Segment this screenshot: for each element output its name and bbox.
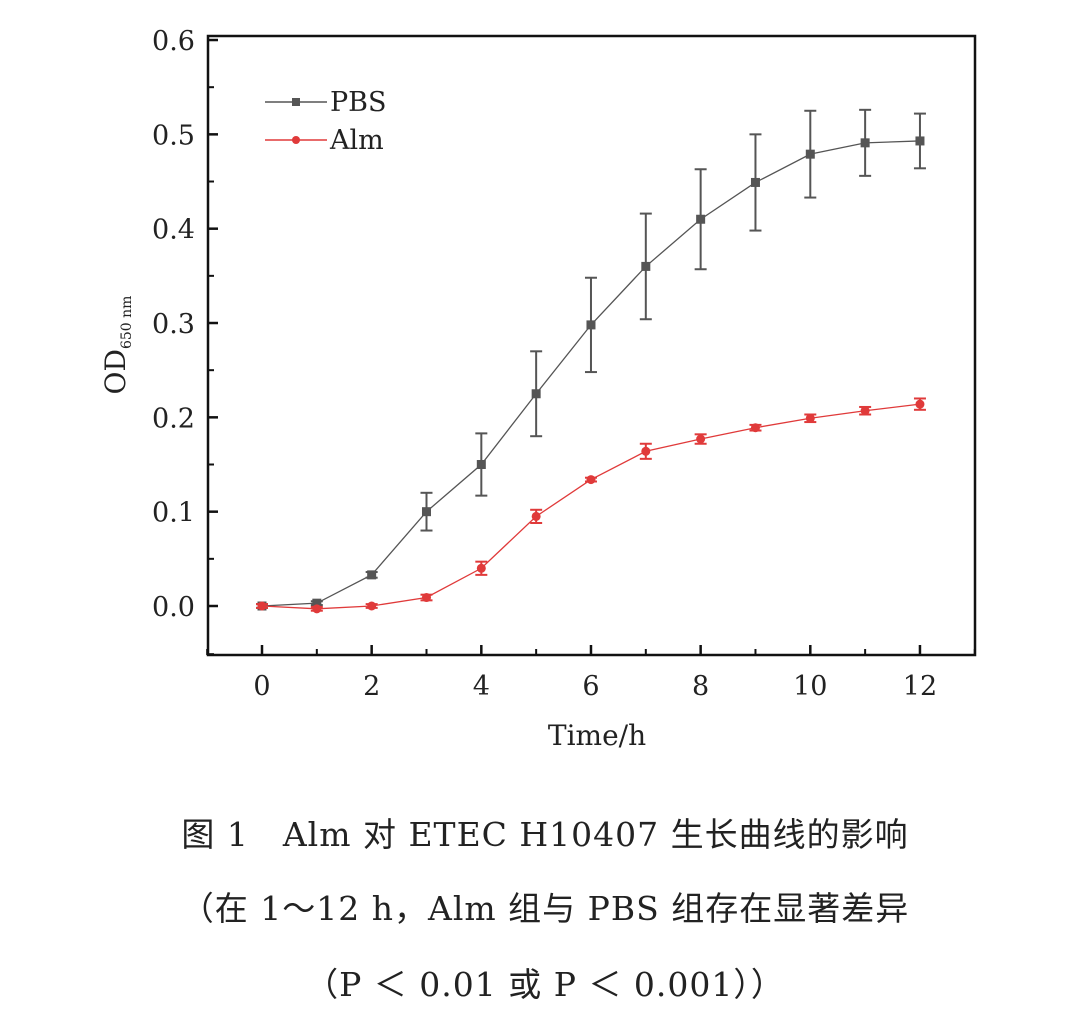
x-tick-label: 8 xyxy=(692,671,709,702)
y-tick-label: 0.2 xyxy=(152,403,195,434)
data-point xyxy=(476,563,486,573)
data-point xyxy=(696,214,706,224)
data-point xyxy=(421,593,431,603)
y-tick-label: 0.0 xyxy=(152,592,195,623)
data-point xyxy=(641,261,651,271)
legend-label: Alm xyxy=(329,125,384,156)
data-point xyxy=(915,136,925,146)
data-point xyxy=(476,460,486,470)
y-tick-label: 0.4 xyxy=(152,215,195,246)
data-point xyxy=(805,413,815,423)
data-point xyxy=(312,598,322,608)
y-axis-label-sub: 650 nm xyxy=(119,296,135,349)
figure-caption-note: （在 1～12 h，Alm 组与 PBS 组存在显著差异 xyxy=(180,889,910,928)
data-point xyxy=(367,570,377,580)
x-tick-label: 2 xyxy=(363,671,380,702)
data-point xyxy=(805,149,815,159)
y-axis-label: OD650 nm xyxy=(99,296,135,395)
growth-curve-chart: 0.0 0.1 0.2 0.3 0.4 0.5 0.6 0 2 4 6 8 10 12 PBS Alm Ti… xyxy=(99,26,977,752)
data-point xyxy=(367,601,377,611)
y-axis-label-main: OD xyxy=(99,349,132,394)
y-tick-label: 0.5 xyxy=(152,120,195,151)
data-point xyxy=(257,601,267,611)
x-axis-label: Time/h xyxy=(548,719,646,752)
x-tick-label: 0 xyxy=(253,671,270,702)
figure-caption-significance: （P ＜ 0.01 或 P ＜ 0.001）） xyxy=(305,965,785,1004)
data-point xyxy=(641,446,651,456)
svg-text:OD650 nm: OD650 nm xyxy=(99,296,135,395)
series-alm xyxy=(256,397,926,614)
data-point xyxy=(696,434,706,444)
y-tick-label: 0.1 xyxy=(152,498,195,529)
legend-marker xyxy=(292,98,300,106)
x-tick-label: 6 xyxy=(582,671,599,702)
data-point xyxy=(421,507,431,517)
data-point xyxy=(860,406,870,416)
data-point xyxy=(531,389,541,399)
data-point xyxy=(915,399,925,409)
data-point xyxy=(586,320,596,330)
y-tick-label: 0.3 xyxy=(152,309,195,340)
x-tick-label: 12 xyxy=(903,671,937,702)
x-tick-label: 4 xyxy=(473,671,490,702)
series-pbs xyxy=(256,108,926,611)
data-point xyxy=(586,475,596,485)
legend-label: PBS xyxy=(330,87,387,118)
figure-caption-title: 图 1 Alm 对 ETEC H10407 生长曲线的影响 xyxy=(181,815,909,854)
data-point xyxy=(750,423,760,433)
x-tick-label: 10 xyxy=(793,671,827,702)
legend-marker xyxy=(292,136,300,144)
data-point xyxy=(312,604,322,614)
data-point xyxy=(860,138,870,148)
data-point xyxy=(531,511,541,521)
y-tick-label: 0.6 xyxy=(152,26,195,57)
legend: PBS Alm xyxy=(265,87,387,156)
data-point xyxy=(750,177,760,187)
